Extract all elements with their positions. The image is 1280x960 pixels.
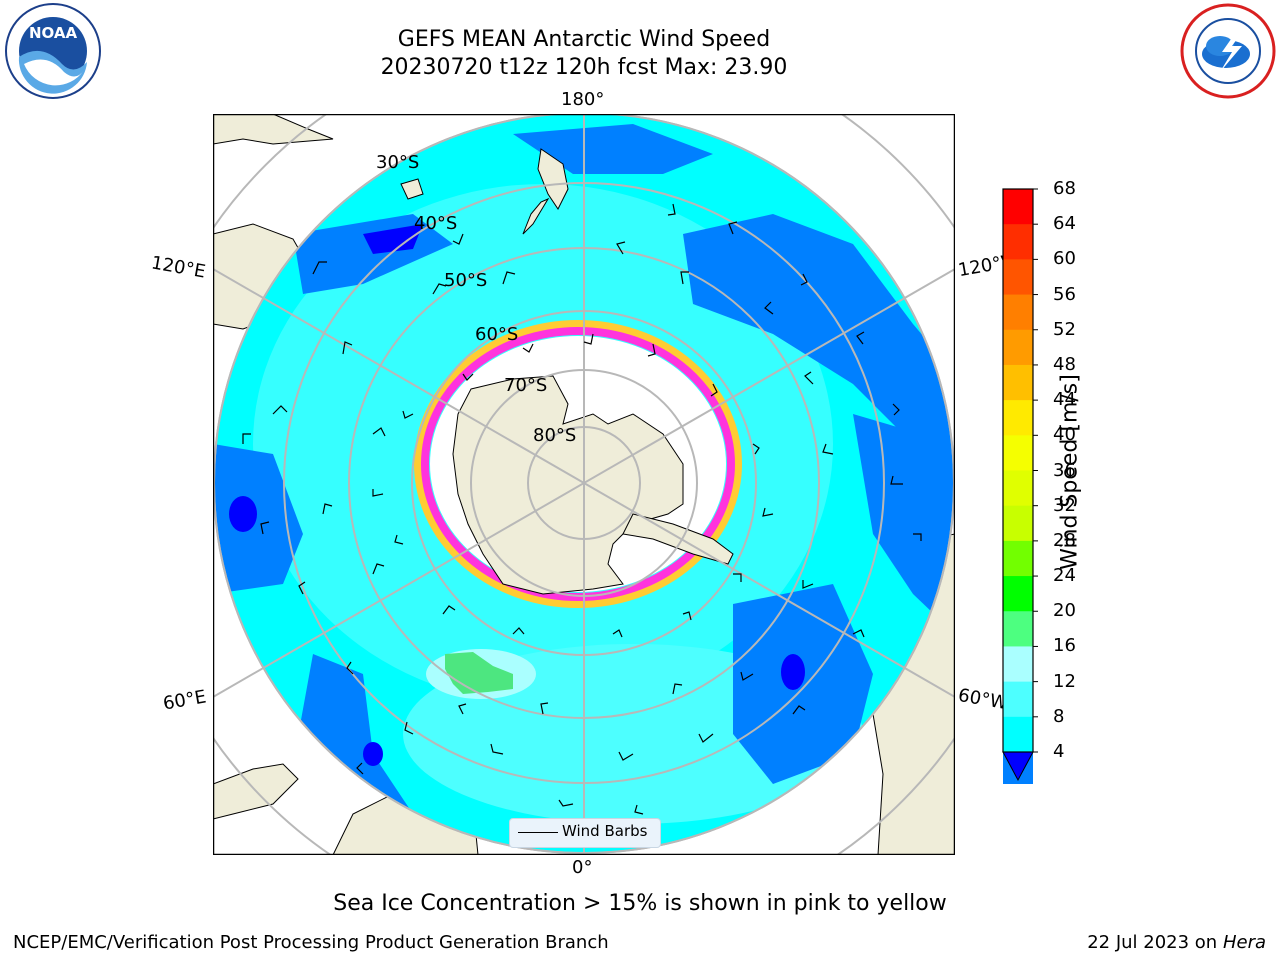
colorbar-tick-label: 16 bbox=[1053, 635, 1076, 657]
colorbar-segment bbox=[1003, 294, 1033, 331]
map-legend: Wind Barbs bbox=[509, 818, 661, 848]
legend-label: Wind Barbs bbox=[562, 822, 648, 840]
lon-label-60e: 60°E bbox=[161, 686, 208, 715]
wind-barbs bbox=[242, 203, 922, 815]
colorbar-segment bbox=[1003, 470, 1033, 507]
colorbar-tick-label: 48 bbox=[1053, 353, 1076, 375]
colorbar-segment bbox=[1003, 224, 1033, 260]
colorbar-tick-label: 4 bbox=[1053, 741, 1065, 762]
colorbar-tick-label: 20 bbox=[1053, 600, 1076, 622]
lon-label-0: 0° bbox=[572, 857, 593, 878]
colorbar-tick-label: 64 bbox=[1053, 213, 1076, 235]
colorbar-tick-label: 44 bbox=[1053, 389, 1076, 411]
footer-producer: NCEP/EMC/Verification Post Processing Pr… bbox=[13, 932, 609, 953]
lat-label-70s: 70°S bbox=[504, 375, 548, 396]
colorbar-tick-label: 56 bbox=[1053, 283, 1076, 305]
colorbar-tick-label: 28 bbox=[1053, 529, 1076, 551]
footer-date: 22 Jul 2023 on Hera bbox=[1087, 932, 1266, 953]
chart-subtitle: 20230720 t12z 120h fcst Max: 23.90 bbox=[380, 55, 788, 80]
colorbar-segment bbox=[1003, 329, 1033, 366]
land-new-zealand-south bbox=[522, 197, 550, 235]
colorbar-segment bbox=[1003, 681, 1033, 718]
antarctic-map bbox=[213, 114, 955, 855]
lat-label-60s: 60°S bbox=[475, 324, 519, 345]
colorbar-segment bbox=[1003, 189, 1033, 225]
colorbar-segment bbox=[1003, 364, 1033, 401]
colorbar-tick-label: 60 bbox=[1053, 248, 1076, 270]
chart-title: GEFS MEAN Antarctic Wind Speed bbox=[397, 27, 771, 52]
colorbar-tick-label: 24 bbox=[1053, 565, 1076, 587]
colorbar-segment bbox=[1003, 646, 1033, 683]
colorbar-segment bbox=[1003, 259, 1033, 296]
lat-label-30s: 30°S bbox=[376, 152, 420, 173]
colorbar-segment bbox=[1003, 611, 1033, 647]
colorbar-tick-label: 12 bbox=[1053, 670, 1076, 692]
legend-wind-barb-line bbox=[518, 832, 558, 833]
colorbar-segments bbox=[1003, 189, 1033, 784]
nws-logo bbox=[1180, 3, 1276, 99]
colorbar-segment bbox=[1003, 576, 1033, 612]
colorbar-segment bbox=[1003, 435, 1033, 471]
colorbar-segment bbox=[1003, 400, 1033, 436]
lat-label-80s: 80°S bbox=[533, 425, 577, 446]
colorbar-segment bbox=[1003, 716, 1033, 753]
longitude-gridlines bbox=[213, 114, 955, 855]
colorbar-tick-label: 8 bbox=[1053, 705, 1065, 727]
land-australia-top bbox=[213, 114, 334, 145]
colorbar-segment bbox=[1003, 505, 1033, 542]
colorbar-tick-label: 40 bbox=[1053, 424, 1076, 446]
noaa-logo: NOAA bbox=[5, 3, 101, 99]
colorbar-tick-label: 52 bbox=[1053, 318, 1076, 340]
sea-ice-note: Sea Ice Concentration > 15% is shown in … bbox=[333, 891, 947, 916]
colorbar bbox=[1002, 188, 1038, 784]
noaa-logo-text: NOAA bbox=[29, 24, 78, 42]
land-new-zealand-north bbox=[537, 148, 569, 210]
colorbar-tick-label: 36 bbox=[1053, 459, 1076, 481]
land-tasmania bbox=[400, 178, 424, 200]
colorbar-segment bbox=[1003, 540, 1033, 577]
lat-label-40s: 40°S bbox=[414, 213, 458, 234]
lon-label-120e: 120°E bbox=[149, 252, 208, 283]
colorbar-tick-label: 68 bbox=[1053, 178, 1076, 199]
footer-date-text: 22 Jul 2023 on bbox=[1087, 932, 1223, 953]
footer-machine: Hera bbox=[1222, 932, 1266, 953]
lat-label-50s: 50°S bbox=[444, 270, 488, 291]
colorbar-tick-label: 32 bbox=[1053, 494, 1076, 516]
lon-label-180: 180° bbox=[561, 89, 605, 110]
colorbar-label: Wind Speed [m/s] bbox=[1057, 374, 1083, 570]
